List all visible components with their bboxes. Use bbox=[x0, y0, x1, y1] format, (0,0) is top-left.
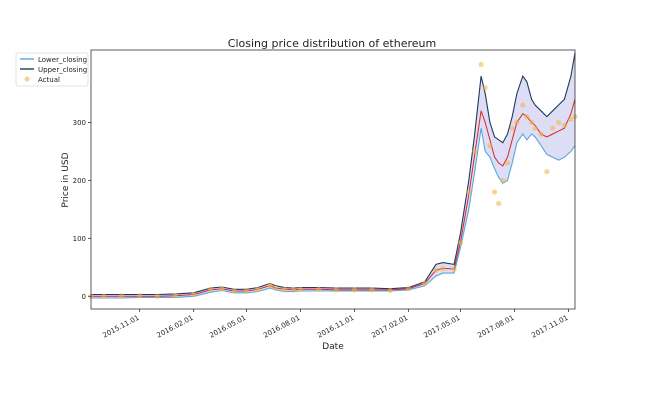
actual-point bbox=[172, 293, 179, 299]
actual-point bbox=[118, 293, 125, 299]
x-tick-label: 2017.08.01 bbox=[476, 314, 515, 340]
actual-point bbox=[316, 286, 322, 292]
actual-point bbox=[514, 119, 520, 125]
actual-point bbox=[496, 200, 502, 207]
legend-swatch-actual bbox=[24, 76, 30, 82]
x-tick-label: 2016.02.01 bbox=[155, 314, 194, 340]
actual-point bbox=[550, 125, 556, 131]
y-axis: 0 100 200 300 bbox=[73, 119, 91, 301]
actual-point bbox=[405, 286, 411, 292]
actual-point bbox=[500, 177, 506, 183]
series-line-middle bbox=[91, 99, 576, 297]
actual-point bbox=[433, 267, 439, 273]
actual-point bbox=[440, 265, 446, 271]
actual-point bbox=[492, 189, 498, 195]
actual-point bbox=[568, 116, 574, 123]
plot-area bbox=[90, 49, 576, 310]
actual-point bbox=[472, 148, 478, 154]
y-tick-label: 0 bbox=[82, 293, 86, 301]
y-tick-label: 300 bbox=[73, 119, 86, 127]
band-area bbox=[91, 52, 575, 299]
actual-point bbox=[101, 293, 107, 299]
actual-point bbox=[466, 189, 472, 195]
x-tick-label: 2017.11.01 bbox=[530, 314, 569, 340]
actual-point bbox=[544, 169, 550, 175]
actual-point bbox=[290, 287, 296, 293]
x-tick-label: 2016.05.01 bbox=[208, 314, 247, 340]
y-axis-label: Price in USD bbox=[61, 152, 71, 207]
actual-point bbox=[387, 287, 393, 294]
actual-point bbox=[297, 286, 303, 292]
x-tick-label: 2015.11.01 bbox=[101, 314, 140, 340]
actual-point bbox=[451, 266, 457, 272]
x-axis-label: Date bbox=[322, 342, 344, 352]
series-line-lower bbox=[91, 128, 576, 299]
actual-point bbox=[219, 286, 225, 292]
actual-point bbox=[422, 280, 428, 287]
actual-point bbox=[524, 114, 530, 120]
legend: Lower_closing Upper_closing Actual bbox=[15, 52, 89, 87]
actual-point bbox=[532, 125, 538, 131]
actual-point bbox=[191, 291, 197, 298]
actual-point bbox=[333, 287, 339, 293]
actual-point bbox=[231, 288, 237, 294]
actual-point bbox=[243, 287, 250, 294]
x-tick-label: 2016.08.01 bbox=[262, 314, 301, 340]
actual-point bbox=[255, 286, 261, 292]
x-tick-label: 2017.05.01 bbox=[422, 314, 461, 340]
actual-point bbox=[529, 119, 535, 125]
actual-point bbox=[561, 122, 568, 128]
actual-point bbox=[267, 282, 273, 288]
x-axis: 2015.11.01 2016.02.01 2016.05.01 2016.08.01… bbox=[101, 309, 569, 340]
actual-point bbox=[482, 85, 488, 91]
actual-point bbox=[282, 286, 288, 292]
legend-box bbox=[15, 52, 89, 87]
legend-label-upper: Upper_closing bbox=[38, 66, 87, 74]
actual-point bbox=[458, 240, 464, 246]
actual-point bbox=[208, 286, 214, 292]
x-tick-label: 2017.02.01 bbox=[370, 314, 409, 340]
y-tick-label: 100 bbox=[73, 235, 86, 243]
confidence-band bbox=[91, 52, 575, 299]
actual-points bbox=[88, 61, 578, 299]
actual-point bbox=[487, 143, 493, 149]
actual-point bbox=[137, 293, 143, 299]
y-tick-label: 200 bbox=[73, 177, 86, 185]
actual-point bbox=[556, 119, 562, 125]
x-tick-label: 2016.11.01 bbox=[316, 314, 355, 340]
actual-point bbox=[273, 285, 279, 291]
chart-title: Closing price distribution of ethereum bbox=[228, 37, 436, 50]
actual-point bbox=[509, 125, 515, 131]
actual-point bbox=[538, 131, 544, 137]
actual-point bbox=[154, 293, 160, 299]
actual-point bbox=[478, 61, 484, 68]
actual-point bbox=[504, 160, 511, 166]
actual-point bbox=[351, 287, 357, 293]
actual-point bbox=[369, 287, 375, 293]
legend-label-lower: Lower_closing bbox=[38, 56, 87, 64]
legend-label-actual: Actual bbox=[38, 76, 60, 84]
actual-point bbox=[520, 102, 526, 108]
